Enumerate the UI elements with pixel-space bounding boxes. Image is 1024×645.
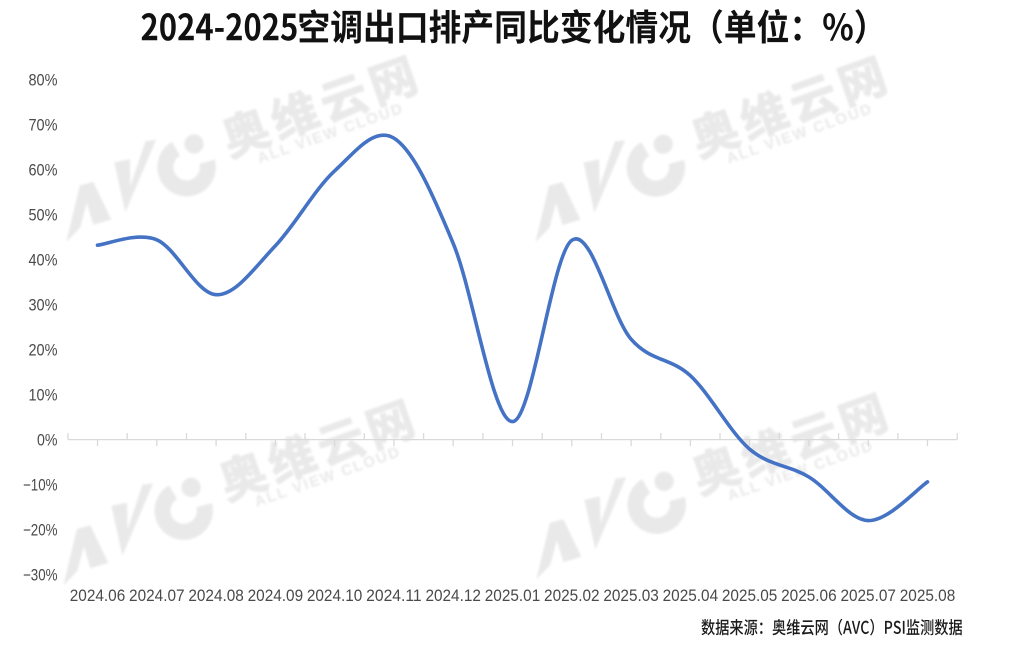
svg-text:2025.08: 2025.08 xyxy=(900,587,956,605)
svg-text:2024.08: 2024.08 xyxy=(188,587,244,605)
svg-text:−20%: −20% xyxy=(23,522,58,540)
svg-text:0%: 0% xyxy=(37,432,58,450)
svg-text:2024.11: 2024.11 xyxy=(366,587,422,605)
svg-text:2025.06: 2025.06 xyxy=(781,587,837,605)
svg-text:2025.02: 2025.02 xyxy=(544,587,600,605)
svg-text:−30%: −30% xyxy=(23,567,58,585)
svg-text:2024.06: 2024.06 xyxy=(70,587,126,605)
svg-text:2025.03: 2025.03 xyxy=(603,587,659,605)
svg-text:60%: 60% xyxy=(29,162,58,180)
svg-text:50%: 50% xyxy=(29,207,58,225)
svg-text:2024.07: 2024.07 xyxy=(129,587,185,605)
svg-text:2025.05: 2025.05 xyxy=(722,587,778,605)
svg-text:20%: 20% xyxy=(29,342,58,360)
svg-text:2024.10: 2024.10 xyxy=(307,587,363,605)
svg-text:2025.04: 2025.04 xyxy=(663,587,719,605)
svg-text:30%: 30% xyxy=(29,297,58,315)
svg-text:2025.07: 2025.07 xyxy=(840,587,896,605)
svg-text:2024.12: 2024.12 xyxy=(425,587,481,605)
svg-text:10%: 10% xyxy=(29,387,58,405)
svg-text:80%: 80% xyxy=(29,72,58,90)
svg-text:2025.01: 2025.01 xyxy=(485,587,541,605)
svg-text:2024.09: 2024.09 xyxy=(248,587,304,605)
svg-text:40%: 40% xyxy=(29,252,58,270)
svg-text:−10%: −10% xyxy=(23,477,58,495)
svg-text:70%: 70% xyxy=(29,117,58,135)
